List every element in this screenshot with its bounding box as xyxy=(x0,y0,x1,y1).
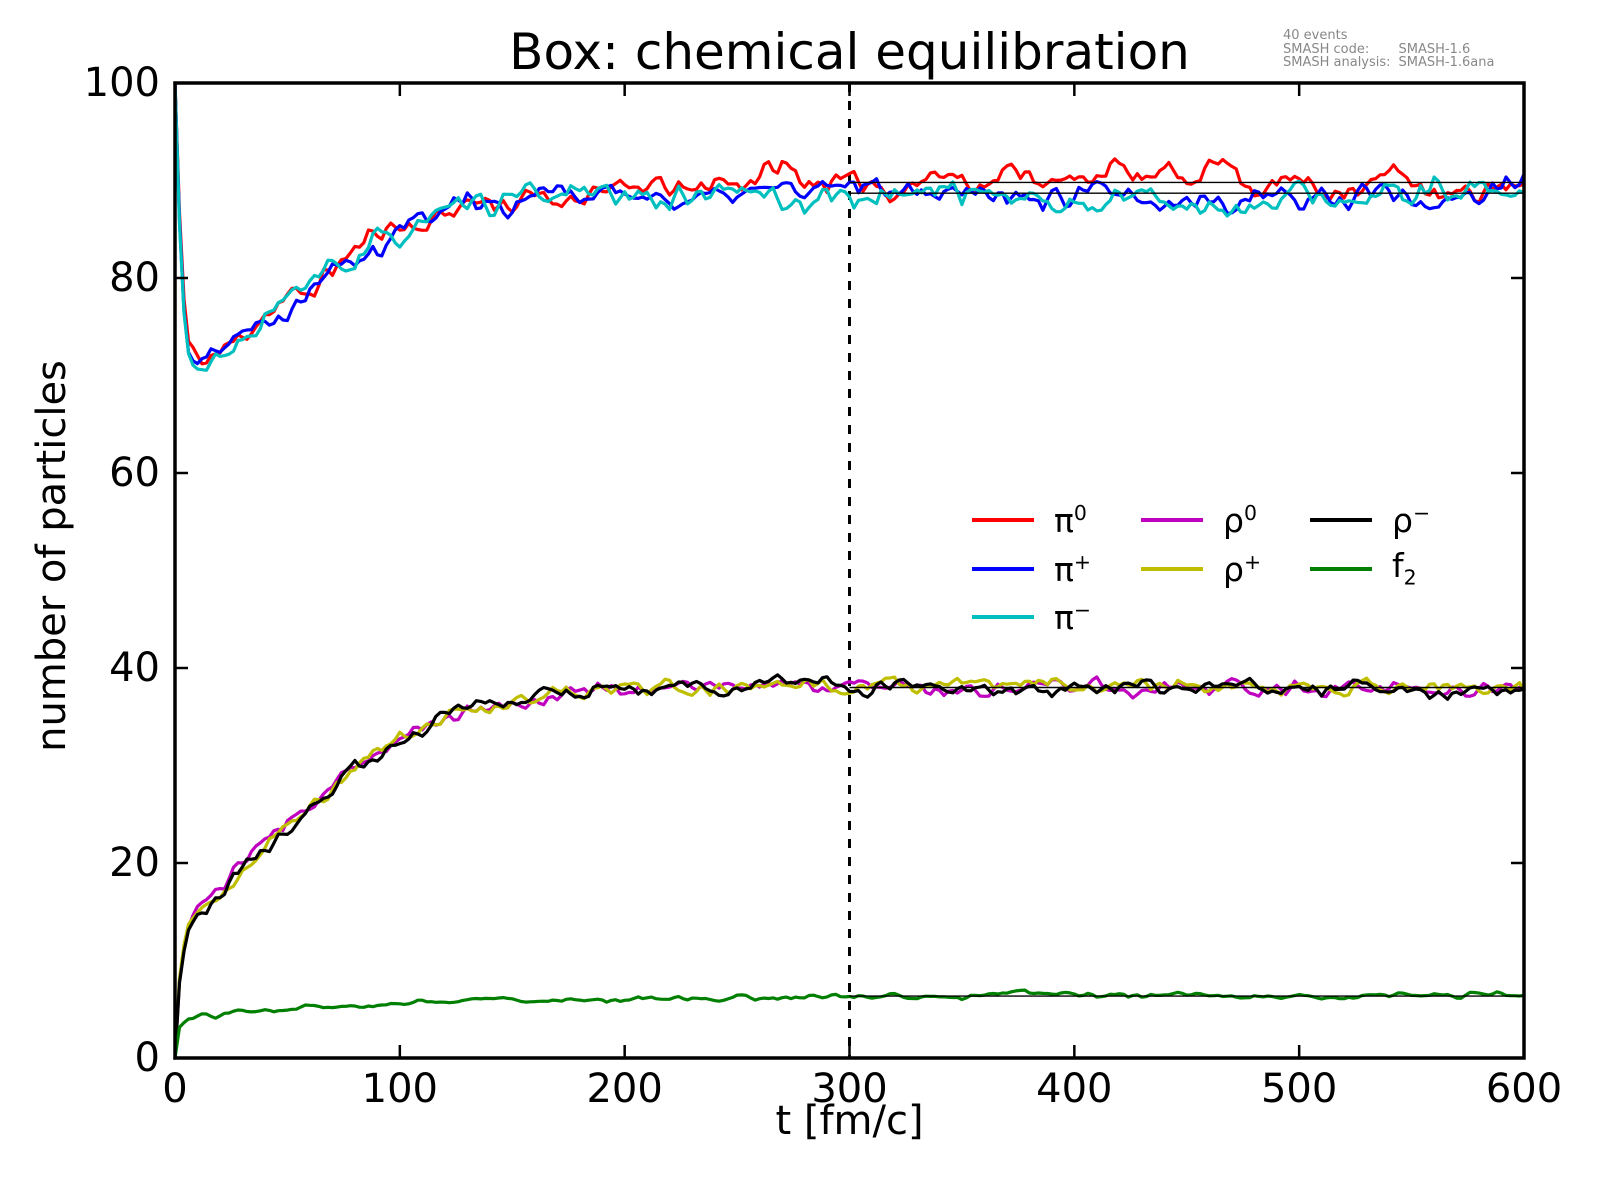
legend-label-ρ−: ρ− xyxy=(1392,501,1431,540)
series-rho--curve xyxy=(173,673,1526,1060)
legend-swatch-ρ+ xyxy=(1141,566,1203,571)
legend-label-π0: π0 xyxy=(1054,501,1087,540)
y-tick-label-40: 40 xyxy=(109,645,160,691)
x-tick-label-500: 500 xyxy=(1260,1066,1338,1112)
smash-code-value: SMASH-1.6 xyxy=(1398,41,1471,57)
series-pi0-curve xyxy=(173,81,1526,366)
x-axis-label: t [fm/c] xyxy=(775,1098,924,1144)
legend-entry-ρ+: ρ+ xyxy=(1141,550,1261,588)
legend-label-ρ0: ρ0 xyxy=(1223,501,1257,540)
legend-swatch-ρ0 xyxy=(1141,518,1203,522)
y-tick-label-60: 60 xyxy=(109,450,160,496)
smash-analysis-label: SMASH analysis: xyxy=(1283,55,1391,70)
run-info-annotation: 40 events SMASH code: SMASH-1.6 SMASH an… xyxy=(1283,29,1494,70)
chart-title: Box: chemical equilibration xyxy=(509,23,1190,81)
legend-swatch-π+ xyxy=(972,566,1034,571)
legend-swatch-f2 xyxy=(1310,566,1372,571)
smash-analysis-value: SMASH-1.6ana xyxy=(1398,55,1495,70)
legend-entry-ρ0: ρ0 xyxy=(1141,501,1257,539)
y-axis-label: number of particles xyxy=(29,360,75,752)
events-count: 40 events xyxy=(1283,28,1348,43)
legend-label-π+: π+ xyxy=(1054,549,1091,589)
legend-swatch-π0 xyxy=(972,518,1034,522)
smash-code-label: SMASH code: xyxy=(1283,41,1370,57)
legend-label-ρ+: ρ+ xyxy=(1223,549,1262,589)
y-tick-label-0: 0 xyxy=(134,1035,160,1081)
y-tick-label-100: 100 xyxy=(83,60,160,106)
legend-entry-π0: π0 xyxy=(972,501,1087,539)
x-tick-label-400: 400 xyxy=(1036,1066,1113,1112)
legend-entry-f2: f2 xyxy=(1310,545,1417,590)
legend-entry-π−: π− xyxy=(972,598,1091,636)
series-rho+-curve xyxy=(173,675,1526,1060)
x-tick-label-300: 300 xyxy=(811,1066,888,1112)
series-pi--curve xyxy=(173,81,1526,372)
legend-swatch-ρ− xyxy=(1310,518,1372,522)
x-tick-label-0: 0 xyxy=(162,1066,188,1112)
x-tick-label-600: 600 xyxy=(1485,1066,1563,1112)
legend-entry-π+: π+ xyxy=(972,550,1091,588)
x-tick-label-100: 100 xyxy=(361,1066,438,1112)
x-tick-label-200: 200 xyxy=(586,1066,663,1112)
legend-label-f2: f2 xyxy=(1392,545,1417,590)
y-tick-label-80: 80 xyxy=(109,255,160,301)
y-tick-label-20: 20 xyxy=(109,840,160,886)
legend-swatch-π− xyxy=(972,615,1034,619)
legend-label-π−: π− xyxy=(1054,598,1091,637)
legend-entry-ρ−: ρ− xyxy=(1310,501,1430,539)
